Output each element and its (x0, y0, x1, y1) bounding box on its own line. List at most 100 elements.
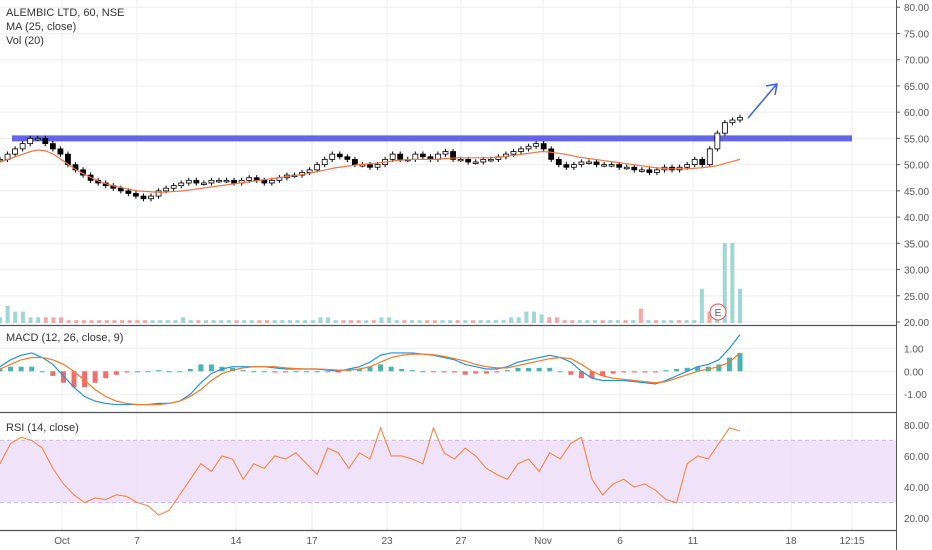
macd-line (0, 334, 741, 406)
volume-bar (661, 320, 666, 323)
candle-body (714, 132, 721, 150)
volume-bar (188, 320, 193, 323)
volume-bar (409, 320, 414, 323)
candle-body (487, 158, 494, 162)
volume-bar (20, 311, 25, 323)
candle-body (374, 164, 381, 168)
volume-bar (142, 320, 147, 323)
macd-histogram-bar (50, 371, 56, 376)
resistance-band (12, 135, 852, 142)
volume-bar (0, 317, 2, 323)
candle-body (140, 195, 147, 200)
macd-histogram-bar (684, 367, 690, 372)
ma-line (0, 149, 741, 194)
y-tick-label: 35.00 (904, 239, 929, 250)
candle-body (706, 148, 713, 166)
symbol-title: ALEMBIC LTD, 60, NSE (6, 7, 124, 19)
arrow-layer (747, 83, 778, 119)
volume-bar (608, 320, 613, 323)
volume-bar (303, 320, 308, 323)
candle-body (638, 169, 645, 172)
candle-body (442, 151, 449, 155)
volume-bar (638, 308, 643, 323)
candle-body (57, 148, 64, 155)
macd-histogram-bar (663, 370, 669, 372)
resistance-layer (12, 135, 852, 142)
candle-body (306, 169, 313, 173)
volume-bar (364, 320, 369, 323)
macd-histogram-bar (388, 366, 394, 372)
candle-body (555, 158, 562, 166)
macd-histogram-bar (187, 369, 193, 372)
macd-histogram-bar (166, 371, 172, 373)
macd-histogram-bar (462, 371, 468, 375)
macd-histogram-bar (652, 371, 658, 373)
volume-bar (585, 320, 590, 323)
macd-histogram-bar (177, 371, 183, 373)
volume-bar (463, 320, 468, 323)
y-tick-label: 75.00 (904, 29, 929, 40)
candle-body (389, 153, 396, 160)
macd-histogram-bar (156, 370, 162, 372)
volume-layer (0, 243, 742, 323)
candle-body (34, 137, 41, 141)
candle-body (533, 143, 540, 147)
volume-bar (97, 320, 102, 323)
macd-histogram-bar (494, 371, 500, 373)
x-tick-label: Oct (54, 536, 70, 547)
candle-body (27, 137, 34, 145)
y-tick-label: 50.00 (904, 161, 929, 172)
volume-bar (486, 320, 491, 323)
macd-legend: MACD (12, 26, close, 9) (6, 332, 123, 344)
candle-body (563, 164, 570, 168)
volume-bar (699, 288, 704, 323)
candle-body (729, 119, 736, 124)
macd-histogram-bar (198, 364, 204, 372)
macd-histogram-bar (409, 370, 415, 372)
candle-body (570, 164, 577, 168)
x-tick-label: 14 (230, 536, 242, 547)
macd-histogram-bar (314, 371, 320, 373)
macd-histogram-bar (60, 371, 66, 383)
volume-bar (738, 288, 742, 323)
macd-histogram-bar (304, 371, 310, 373)
candle-body (616, 164, 623, 168)
macd-histogram-bar (526, 367, 532, 372)
volume-bar (165, 320, 170, 323)
macd-histogram-bar (145, 371, 151, 373)
candle-body (699, 158, 706, 166)
volume-bar (470, 320, 475, 323)
volume-bar (295, 320, 300, 323)
candle-body (329, 153, 336, 160)
volume-bar (402, 320, 407, 323)
candle-body (148, 195, 154, 200)
volume-bar (615, 320, 620, 323)
macd-histogram-bar (483, 371, 489, 374)
macd-histogram-bar (399, 369, 405, 372)
volume-bar (287, 320, 292, 323)
candle-body (117, 187, 124, 192)
volume-bar (219, 320, 224, 323)
candle-body (321, 158, 328, 166)
candle-body (450, 151, 456, 160)
volume-bar (547, 317, 552, 323)
macd-histogram-bar (441, 371, 447, 373)
candle-body (518, 148, 524, 152)
macd-histogram-bar (39, 371, 45, 373)
earnings-marker[interactable]: E (709, 303, 727, 321)
y-tick-label: 40.00 (904, 213, 929, 224)
volume-bar (310, 320, 315, 323)
volume-bar (104, 320, 109, 323)
macd-histogram-bar (240, 370, 246, 372)
volume-bar (417, 320, 422, 323)
volume-bar (539, 314, 544, 323)
candle-body (654, 169, 660, 173)
macd-histogram-bar (356, 369, 362, 372)
y-tick-label: 55.00 (904, 134, 929, 145)
macd-histogram-bar (504, 370, 510, 372)
candle-body (548, 148, 555, 160)
candle-body (193, 179, 200, 184)
candle-body (684, 164, 691, 168)
macd-histogram-bar (716, 364, 722, 372)
